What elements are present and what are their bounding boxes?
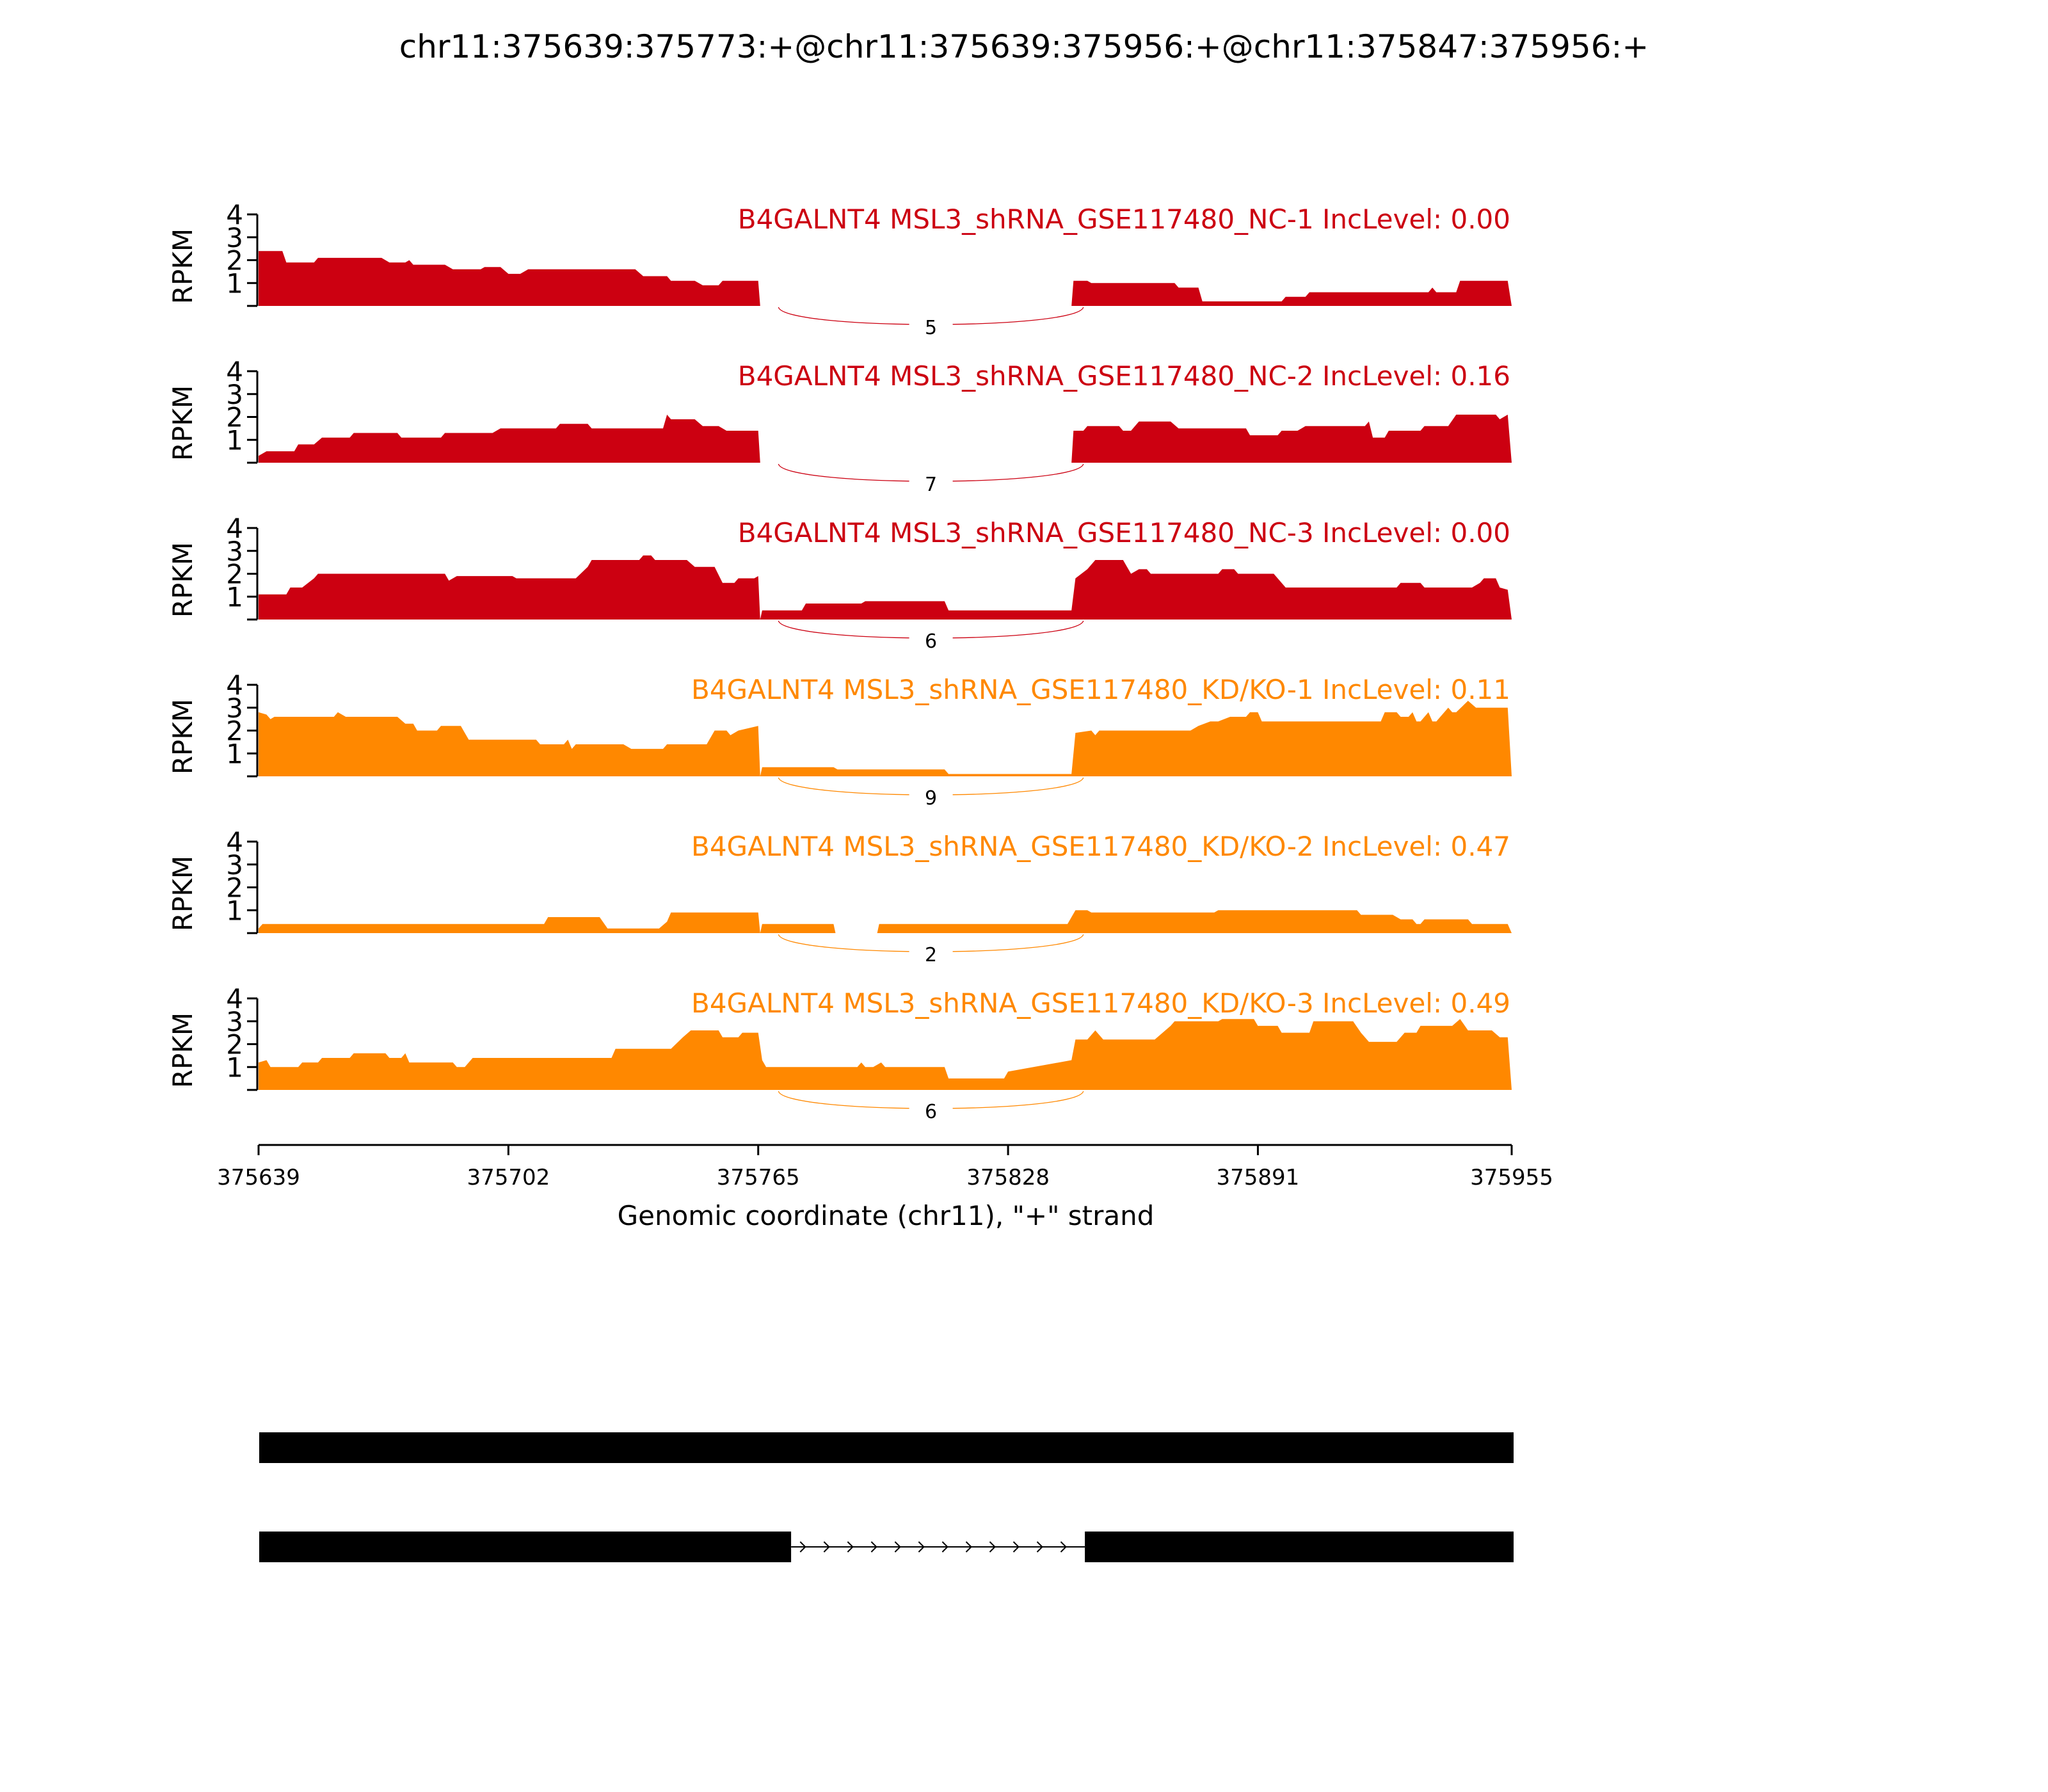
strand-arrow xyxy=(965,1541,972,1553)
strand-arrow xyxy=(1012,1541,1020,1553)
y-tick-label: 4 xyxy=(226,356,243,387)
strand-arrow xyxy=(918,1541,925,1553)
junction-count-bg xyxy=(909,630,953,652)
junction-count: 6 xyxy=(925,630,937,653)
strand-arrow xyxy=(799,1541,806,1553)
junction-count: 2 xyxy=(925,944,937,966)
coverage-area xyxy=(259,910,1512,933)
y-tick-label: 3 xyxy=(226,1006,243,1037)
coverage-area xyxy=(259,1019,1512,1090)
y-axis-label: RPKM xyxy=(167,228,198,304)
strand-arrow xyxy=(894,1541,901,1553)
junction-count-bg xyxy=(909,473,953,495)
y-tick-label: 1 xyxy=(226,895,243,926)
y-axis-label: RPKM xyxy=(167,385,198,461)
y-tick-label: 1 xyxy=(226,581,243,612)
y-tick-label: 3 xyxy=(226,849,243,881)
y-tick-label: 2 xyxy=(226,559,243,590)
coverage-area xyxy=(259,555,1512,620)
strand-arrow xyxy=(870,1541,877,1553)
y-tick-label: 3 xyxy=(226,536,243,567)
exon-block xyxy=(259,1432,1514,1463)
strand-arrow xyxy=(989,1541,996,1553)
y-tick-label: 3 xyxy=(226,222,243,253)
junction-count-bg xyxy=(909,316,953,338)
x-tick-label: 375891 xyxy=(1217,1165,1300,1190)
y-axis-label: RPKM xyxy=(167,1012,198,1088)
y-tick-label: 4 xyxy=(226,826,243,858)
y-tick-label: 3 xyxy=(226,379,243,410)
y-tick-label: 1 xyxy=(226,1052,243,1083)
strand-arrow xyxy=(1060,1541,1067,1553)
junction-count-bg xyxy=(909,943,953,965)
y-axis-label: RPKM xyxy=(167,856,198,931)
junction-count-bg xyxy=(909,787,953,808)
x-tick-label: 375828 xyxy=(966,1165,1050,1190)
y-tick-label: 2 xyxy=(226,1029,243,1060)
y-tick-label: 1 xyxy=(226,424,243,456)
sample-label: B4GALNT4 MSL3_shRNA_GSE117480_NC-2 IncLe… xyxy=(738,360,1510,392)
coverage-area xyxy=(259,701,1512,776)
exon-block xyxy=(259,1532,792,1562)
x-tick-label: 375702 xyxy=(467,1165,550,1190)
strand-arrow xyxy=(847,1541,854,1553)
sample-label: B4GALNT4 MSL3_shRNA_GSE117480_KD/KO-1 In… xyxy=(691,674,1510,705)
y-tick-label: 2 xyxy=(226,245,243,276)
y-tick-label: 1 xyxy=(226,738,243,769)
coverage-area xyxy=(259,251,1512,306)
strand-arrow xyxy=(941,1541,948,1553)
y-tick-label: 1 xyxy=(226,268,243,299)
x-axis: 375639 375702 375765 375828 375891 375955 Geno… xyxy=(217,1144,1553,1231)
sample-label: B4GALNT4 MSL3_shRNA_GSE117480_KD/KO-3 In… xyxy=(691,988,1510,1019)
y-axis-label: RPKM xyxy=(167,699,198,774)
gene-model-2 xyxy=(259,1532,1514,1562)
exon-block xyxy=(1085,1532,1514,1562)
junction-count: 7 xyxy=(925,474,937,496)
y-tick-label: 2 xyxy=(226,872,243,904)
x-tick-label: 375765 xyxy=(717,1165,800,1190)
junction-count: 6 xyxy=(925,1101,937,1123)
y-axis-label: RPKM xyxy=(167,542,198,618)
y-tick-label: 4 xyxy=(226,983,243,1014)
page-title: chr11:375639:375773:+@chr11:375639:37595… xyxy=(399,28,1649,65)
y-tick-label: 2 xyxy=(226,402,243,433)
coverage-area xyxy=(259,414,1512,463)
junction-count-bg xyxy=(909,1100,953,1122)
sample-label: B4GALNT4 MSL3_shRNA_GSE117480_KD/KO-2 In… xyxy=(691,831,1510,862)
y-tick-label: 4 xyxy=(226,513,243,544)
sample-label: B4GALNT4 MSL3_shRNA_GSE117480_NC-1 IncLe… xyxy=(738,204,1510,235)
y-tick-label: 2 xyxy=(226,716,243,747)
x-axis-label: Genomic coordinate (chr11), "+" strand xyxy=(618,1200,1155,1231)
strand-arrow xyxy=(1036,1541,1043,1553)
y-tick-label: 4 xyxy=(226,199,243,230)
y-tick-label: 3 xyxy=(226,692,243,724)
gene-models xyxy=(259,1432,1514,1562)
x-tick-label: 375639 xyxy=(217,1165,300,1190)
sample-label: B4GALNT4 MSL3_shRNA_GSE117480_NC-3 IncLe… xyxy=(738,517,1510,548)
gene-model-1 xyxy=(259,1432,1514,1463)
x-tick-label: 375955 xyxy=(1470,1165,1553,1190)
junction-count: 9 xyxy=(925,787,937,810)
y-tick-label: 4 xyxy=(226,669,243,701)
strand-arrow xyxy=(823,1541,830,1553)
junction-count: 5 xyxy=(925,317,937,339)
